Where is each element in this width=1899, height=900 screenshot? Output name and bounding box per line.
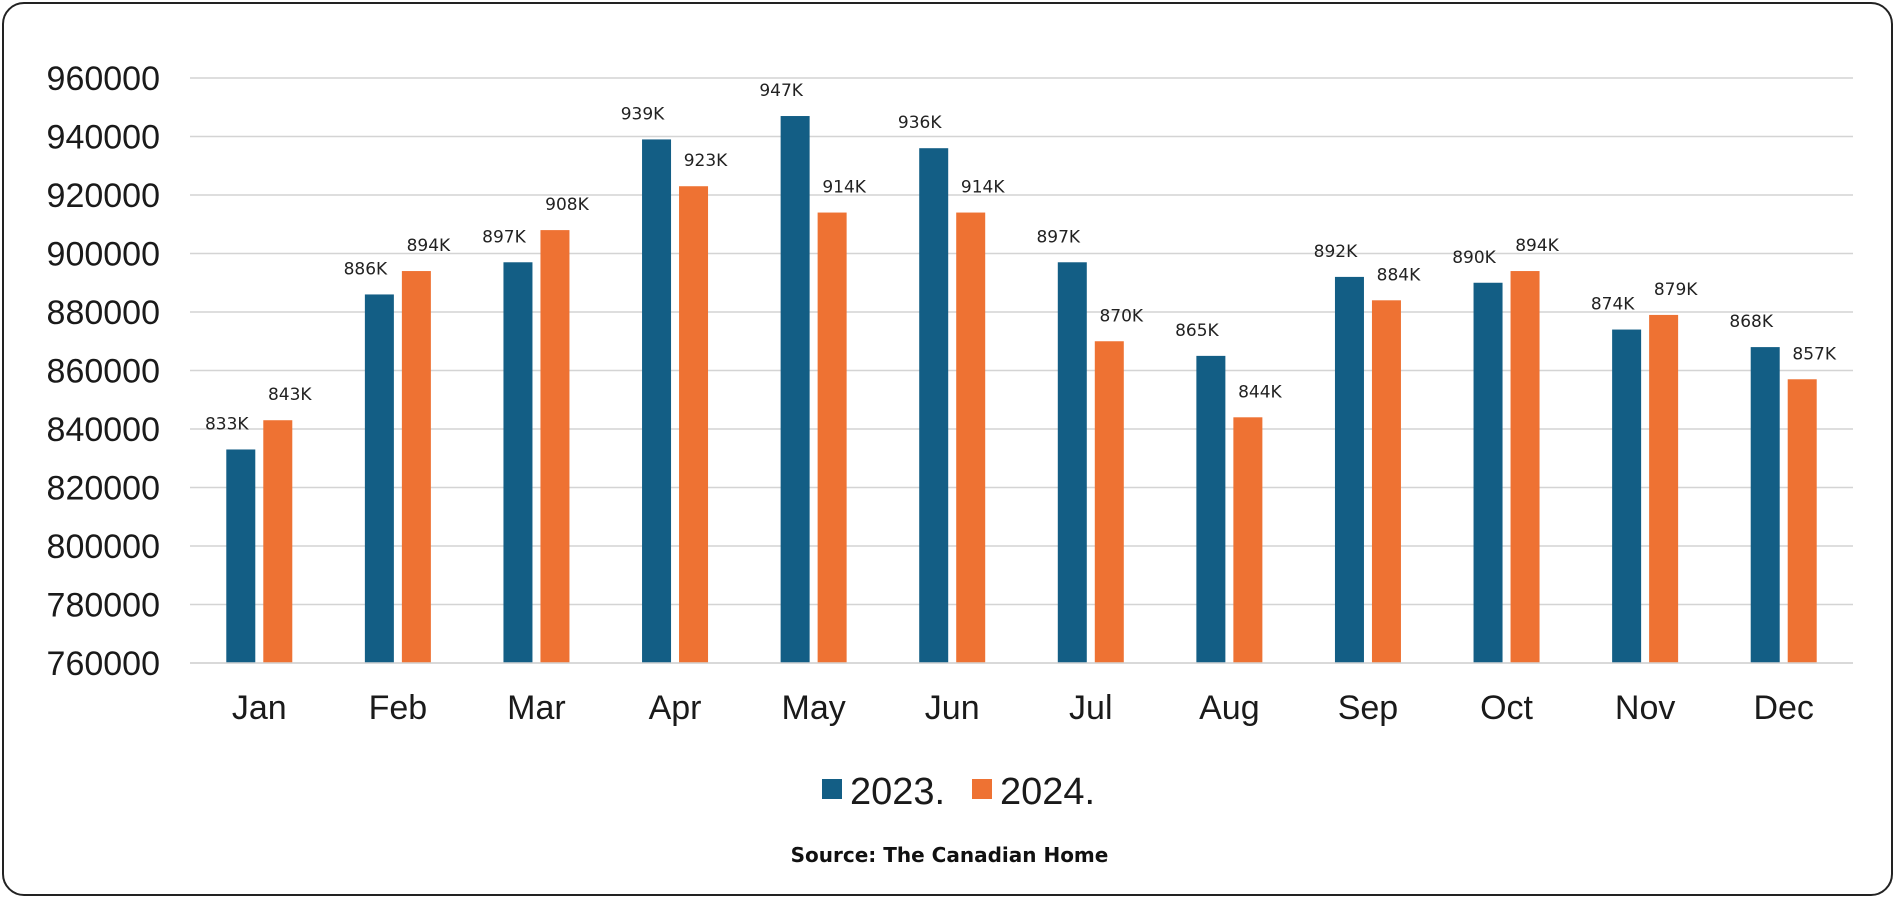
y-axis: 960000 940000 920000 900000 880000 860000 8400… [47, 60, 160, 683]
data-label: 947K [759, 81, 803, 101]
x-axis: Jan Feb Mar Apr May Jun Jul Aug Sep Oct Nov Dec [190, 662, 1853, 727]
x-tick-label: Feb [369, 689, 428, 727]
y-tick-label: 860000 [47, 353, 160, 391]
x-tick-label: Jul [1069, 689, 1112, 727]
bar-2024-nov [1649, 314, 1679, 663]
data-label: 844K [1238, 382, 1282, 402]
y-tick-label: 760000 [47, 645, 160, 683]
data-label: 923K [684, 151, 728, 171]
bar-2024-jul [1094, 341, 1124, 663]
data-label: 894K [407, 236, 451, 256]
legend-label: 2024. [1000, 771, 1095, 813]
y-tick-label: 800000 [47, 528, 160, 566]
y-tick-label: 820000 [47, 470, 160, 508]
data-label: 936K [898, 113, 942, 133]
y-tick-label: 940000 [47, 119, 160, 157]
bar-2023-jan [226, 449, 256, 663]
data-label: 857K [1792, 344, 1836, 364]
legend: 2023. 2024. [822, 771, 1095, 813]
bar-2023-jul [1057, 262, 1087, 663]
bar-2024-jun [956, 212, 986, 664]
data-label: 897K [482, 227, 526, 247]
x-tick-label: Sep [1338, 689, 1399, 727]
bar-2023-oct [1473, 282, 1503, 663]
bar-2023-dec [1750, 347, 1780, 663]
bar-2024-may [817, 212, 847, 664]
bar-2024-oct [1510, 271, 1540, 663]
y-tick-label: 880000 [47, 294, 160, 332]
x-tick-label: Jun [925, 689, 980, 727]
data-label: 886K [344, 259, 388, 279]
x-tick-label: Apr [649, 689, 702, 727]
y-tick-label: 840000 [47, 411, 160, 449]
bar-2023-feb [364, 294, 394, 663]
data-label: 939K [621, 104, 665, 124]
bar-2023-jun [919, 148, 949, 663]
x-tick-label: Nov [1615, 689, 1675, 727]
data-label: 894K [1515, 236, 1559, 256]
bar-2024-sep [1371, 300, 1401, 663]
data-label: 870K [1099, 306, 1143, 326]
bar-2023-apr [642, 139, 672, 664]
data-label: 865K [1175, 321, 1219, 341]
data-label: 879K [1654, 280, 1698, 300]
data-label: 914K [822, 178, 866, 198]
data-label: 908K [545, 195, 589, 215]
data-label: 897K [1036, 227, 1080, 247]
x-tick-label: Mar [507, 689, 566, 727]
bar-2023-nov [1612, 329, 1642, 663]
data-label: 892K [1314, 242, 1358, 262]
x-tick-label: Jan [232, 689, 287, 727]
source-note: Source: The Canadian Home [790, 843, 1109, 867]
data-label: 833K [205, 414, 249, 434]
y-tick-label: 920000 [47, 177, 160, 215]
bar-2024-jan [263, 420, 293, 663]
data-labels: 833K 843K 886K 894K 897K 908K 939K 923K 947K 914K… [205, 81, 1837, 434]
bar-2023-sep [1334, 276, 1364, 663]
x-tick-label: Dec [1753, 689, 1813, 727]
bar-2024-mar [540, 230, 570, 663]
bar-2024-dec [1787, 379, 1817, 663]
bar-2023-mar [503, 262, 533, 663]
x-tick-label: Aug [1199, 689, 1260, 727]
legend-swatch [822, 779, 842, 799]
y-tick-label: 900000 [47, 236, 160, 274]
legend-label: 2023. [850, 771, 945, 813]
data-label: 890K [1452, 248, 1496, 268]
data-label: 843K [268, 385, 312, 405]
y-tick-label: 780000 [47, 587, 160, 625]
y-tick-label: 960000 [47, 60, 160, 98]
data-label: 874K [1591, 295, 1635, 315]
data-label: 868K [1729, 312, 1773, 332]
bar-2024-aug [1233, 417, 1263, 663]
bars [226, 116, 1817, 664]
data-label: 884K [1377, 265, 1421, 285]
data-label: 914K [961, 178, 1005, 198]
legend-swatch [972, 779, 992, 799]
bar-2023-aug [1196, 355, 1226, 663]
bar-2024-apr [679, 186, 709, 663]
x-tick-label: May [782, 689, 846, 727]
bar-2024-feb [401, 271, 431, 663]
bar-2023-may [780, 116, 810, 663]
gridlines [190, 77, 1853, 664]
x-tick-label: Oct [1480, 689, 1533, 727]
